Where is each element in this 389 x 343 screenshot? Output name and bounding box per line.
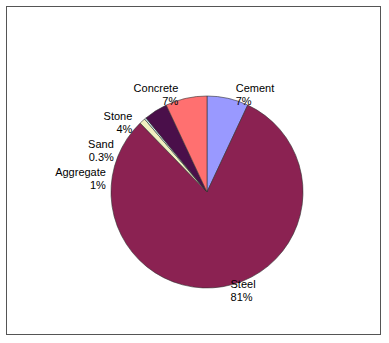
svg-text:7%: 7% [162, 95, 178, 107]
svg-text:Cement: Cement [236, 82, 275, 94]
svg-text:1%: 1% [90, 179, 106, 191]
svg-text:Concrete: Concrete [134, 82, 179, 94]
svg-text:7%: 7% [236, 95, 252, 107]
svg-text:Aggregate: Aggregate [55, 166, 106, 178]
svg-text:81%: 81% [231, 291, 253, 303]
svg-text:4%: 4% [116, 123, 132, 135]
svg-text:Steel: Steel [231, 278, 256, 290]
svg-text:0.3%: 0.3% [89, 151, 114, 163]
svg-text:Sand: Sand [88, 138, 114, 150]
svg-text:Stone: Stone [104, 110, 133, 122]
